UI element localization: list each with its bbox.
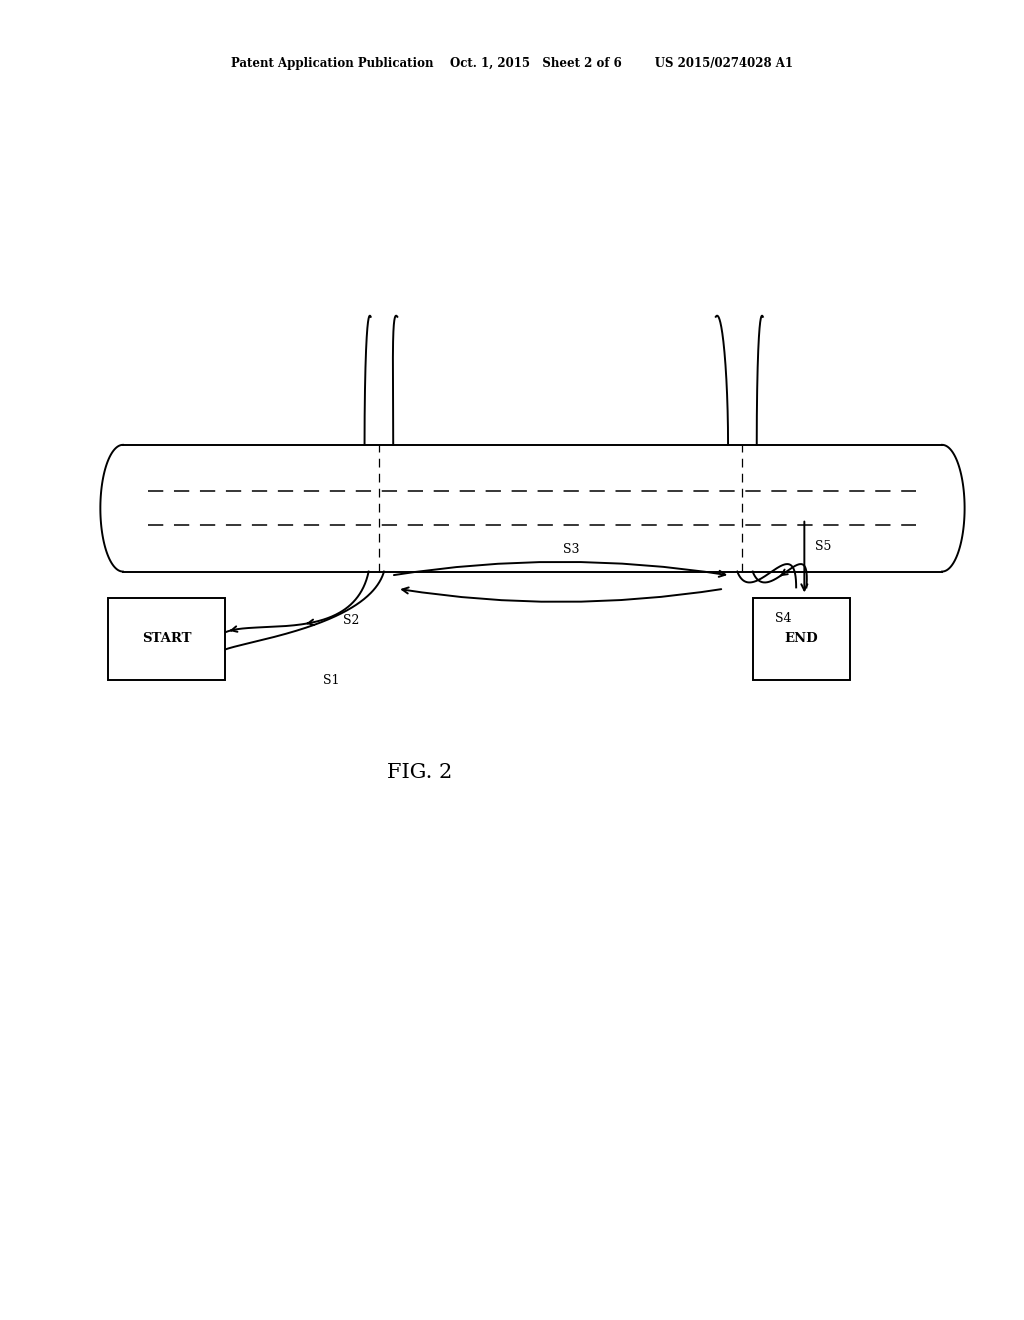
Text: S1: S1	[323, 673, 339, 686]
Text: Patent Application Publication    Oct. 1, 2015   Sheet 2 of 6        US 2015/027: Patent Application Publication Oct. 1, 2…	[231, 57, 793, 70]
Text: S2: S2	[343, 614, 359, 627]
Text: END: END	[784, 632, 818, 645]
Text: S3: S3	[562, 543, 580, 556]
Bar	[108, 598, 225, 680]
Text: START: START	[141, 632, 191, 645]
Text: S5: S5	[815, 540, 830, 553]
Text: FIG. 2: FIG. 2	[387, 763, 453, 781]
Text: S4: S4	[775, 611, 792, 624]
Polygon shape	[123, 445, 942, 572]
Bar	[753, 598, 850, 680]
